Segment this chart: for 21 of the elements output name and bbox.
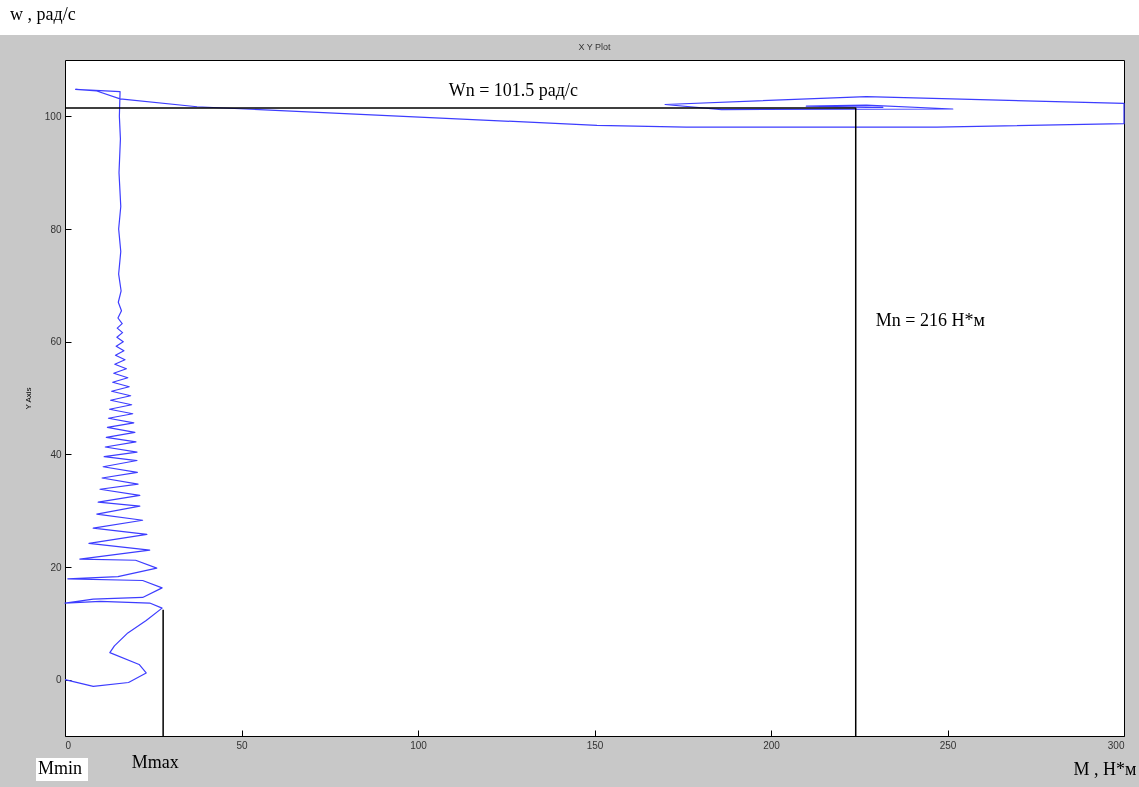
- y-tick-label: 100: [44, 110, 62, 122]
- x-tick-label: 200: [763, 739, 781, 751]
- annotation: Wn = 101.5 рад/с: [448, 79, 578, 100]
- y-tick-label: 20: [50, 561, 62, 573]
- y-tick-label: 80: [50, 223, 62, 235]
- x-axis-title: M , H*м: [1073, 758, 1137, 779]
- x-tick-label: 50: [236, 739, 248, 751]
- y-tick-label: 40: [50, 448, 62, 460]
- annotation: Mmax: [131, 752, 179, 772]
- y-tick-label: 60: [50, 336, 62, 348]
- annotation: Mn = 216 H*м: [875, 309, 985, 330]
- chart-title: X Y Plot: [578, 42, 612, 52]
- x-tick-label: 100: [410, 739, 428, 751]
- x-tick-label: 250: [939, 739, 957, 751]
- x-tick-label: 150: [586, 739, 604, 751]
- text: w , рад/с: [8, 4, 82, 27]
- x-tick-label: 0: [65, 739, 72, 751]
- y-tick-label: 0: [55, 674, 62, 686]
- y-axis-title: Y Axis: [23, 387, 33, 410]
- x-tick-label: 300: [1107, 739, 1125, 751]
- text: Mmin: [36, 758, 89, 781]
